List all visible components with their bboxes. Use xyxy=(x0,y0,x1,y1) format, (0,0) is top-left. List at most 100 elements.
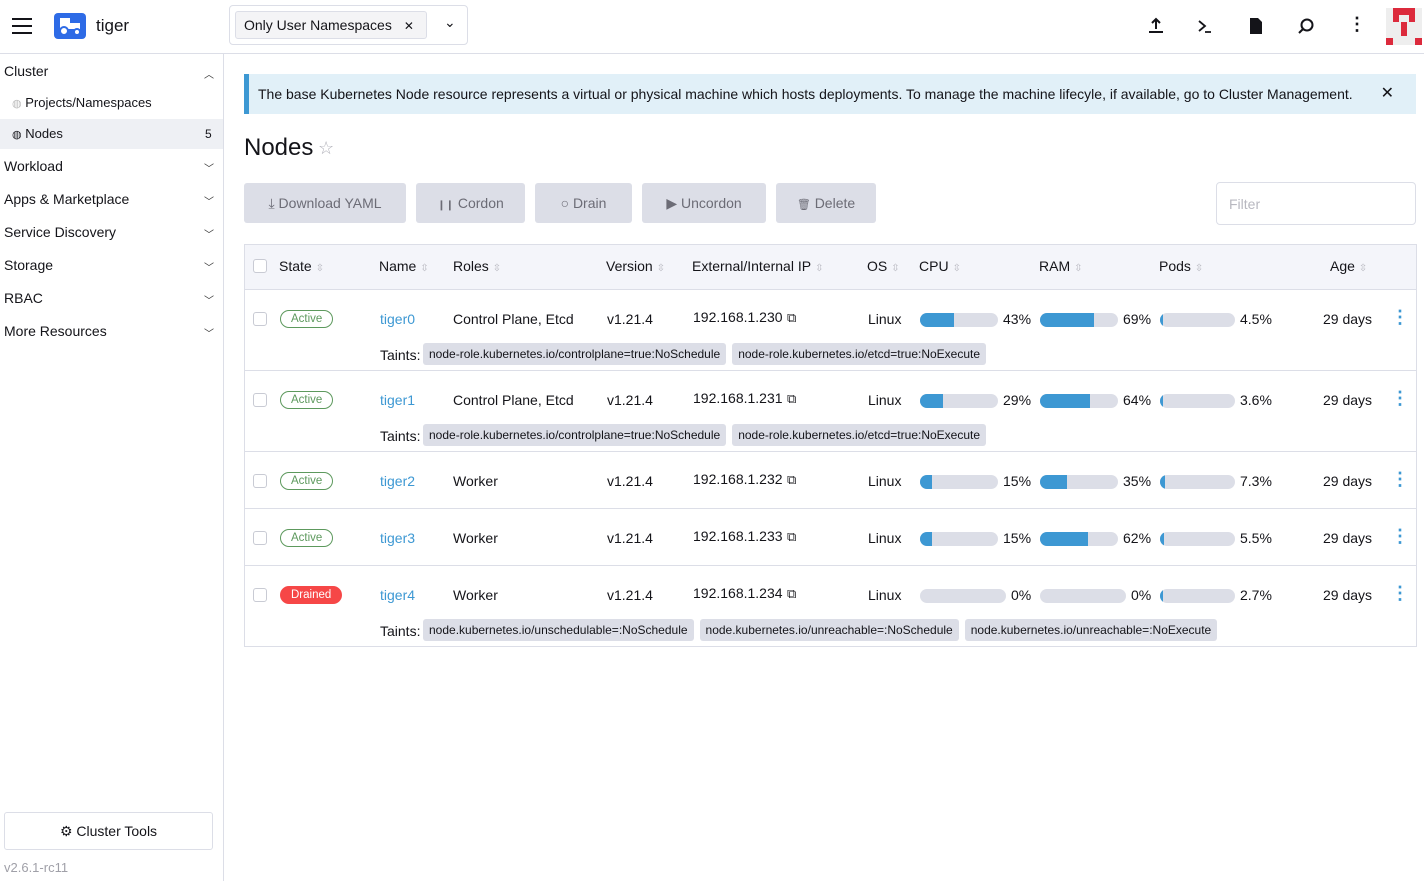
download-yaml-button[interactable]: ⤓ Download YAML xyxy=(244,183,406,223)
chevron-down-icon[interactable]: ⌄ xyxy=(444,14,456,30)
column-header-os[interactable]: OS ⇳ xyxy=(867,258,900,274)
ram-bar xyxy=(1040,313,1118,327)
column-header-age[interactable]: Age ⇳ xyxy=(1330,258,1367,274)
sort-icon: ⇳ xyxy=(891,263,900,274)
column-header-version[interactable]: Version ⇳ xyxy=(606,258,665,274)
taints-label: Taints: xyxy=(380,623,421,639)
node-age: 29 days xyxy=(1323,473,1373,489)
row-actions-icon[interactable]: ⋮ xyxy=(1391,307,1409,327)
column-label: Pods xyxy=(1159,258,1191,274)
cluster-tools-button[interactable]: ⚙ Cluster Tools xyxy=(4,812,213,850)
filter-input[interactable] xyxy=(1216,182,1416,225)
sidebar-group-more-resources[interactable]: More Resources xyxy=(4,323,107,339)
more-vertical-icon[interactable]: ⋮ xyxy=(1348,14,1366,34)
copy-icon[interactable]: ⧉ xyxy=(787,472,797,487)
cluster-name: tiger xyxy=(96,16,130,35)
node-roles: Worker xyxy=(453,587,498,603)
delete-button[interactable]: 🗑 Delete xyxy=(776,183,876,223)
sort-icon: ⇳ xyxy=(492,263,502,274)
row-actions-icon[interactable]: ⋮ xyxy=(1391,583,1409,603)
column-header-cpu[interactable]: CPU ⇳ xyxy=(919,258,961,274)
column-header-name[interactable]: Name ⇳ xyxy=(379,258,429,274)
pods-value: 7.3% xyxy=(1240,473,1272,489)
row-checkbox[interactable] xyxy=(253,474,267,488)
row-checkbox[interactable] xyxy=(253,312,267,326)
pods-bar xyxy=(1160,313,1235,327)
sidebar-group-service-discovery[interactable]: Service Discovery xyxy=(4,224,117,240)
favorite-star-icon[interactable]: ☆ xyxy=(318,138,335,158)
namespace-filter[interactable]: Only User Namespaces ✕ ⌄ xyxy=(229,5,468,45)
node-name-link[interactable]: tiger4 xyxy=(380,587,416,603)
ram-value: 64% xyxy=(1123,392,1152,408)
table-row: Active tiger0 Control Plane, Etcd v1.21.… xyxy=(245,290,1416,371)
sort-icon: ⇳ xyxy=(1358,263,1368,274)
row-checkbox[interactable] xyxy=(253,588,267,602)
node-age: 29 days xyxy=(1323,530,1373,546)
pods-value: 5.5% xyxy=(1240,530,1272,546)
cpu-value: 15% xyxy=(1003,473,1032,489)
file-icon[interactable] xyxy=(1249,17,1263,35)
sidebar-group-cluster[interactable]: Cluster xyxy=(4,63,49,79)
copy-icon[interactable]: ⧉ xyxy=(787,586,797,601)
node-version: v1.21.4 xyxy=(607,392,653,408)
cluster-logo xyxy=(54,13,86,39)
column-label: External/Internal IP xyxy=(692,258,812,274)
menu-icon[interactable] xyxy=(12,18,32,34)
copy-icon[interactable]: ⧉ xyxy=(787,310,797,325)
drain-button[interactable]: ○ Drain xyxy=(535,183,632,223)
sidebar-item-nodes[interactable]: ◍ Nodes 5 xyxy=(0,119,223,149)
chevron-down-icon[interactable]: ﹀ xyxy=(204,296,214,307)
gear-icon: ⚙ xyxy=(59,823,73,839)
chevron-down-icon[interactable]: ﹀ xyxy=(204,329,214,340)
table-row: Drained tiger4 Worker v1.21.4 192.168.1.… xyxy=(245,566,1416,647)
copy-icon[interactable]: ⧉ xyxy=(787,391,797,406)
sidebar-group-rbac[interactable]: RBAC xyxy=(4,290,43,306)
chevron-down-icon[interactable]: ﹀ xyxy=(204,263,214,274)
column-header-pods[interactable]: Pods ⇳ xyxy=(1159,258,1203,274)
select-all-checkbox[interactable] xyxy=(253,259,267,273)
cpu-bar xyxy=(920,475,998,489)
uncordon-button[interactable]: ▶ Uncordon xyxy=(642,183,766,223)
table-row: Active tiger1 Control Plane, Etcd v1.21.… xyxy=(245,371,1416,452)
chevron-down-icon[interactable]: ﹀ xyxy=(204,164,214,175)
node-name-link[interactable]: tiger2 xyxy=(380,473,416,489)
remove-chip-icon[interactable]: ✕ xyxy=(403,19,414,33)
cpu-value: 15% xyxy=(1003,530,1032,546)
upload-icon[interactable] xyxy=(1147,17,1165,35)
node-version: v1.21.4 xyxy=(607,311,653,327)
cordon-button[interactable]: ❙❙ Cordon xyxy=(416,183,525,223)
search-icon[interactable] xyxy=(1297,17,1315,35)
state-badge: Active xyxy=(280,310,334,328)
sidebar-group-workload[interactable]: Workload xyxy=(4,158,63,174)
column-header-roles[interactable]: Roles ⇳ xyxy=(453,258,501,274)
column-header-ram[interactable]: RAM ⇳ xyxy=(1039,258,1083,274)
chevron-down-icon[interactable]: ﹀ xyxy=(204,197,214,208)
node-roles: Worker xyxy=(453,473,498,489)
copy-icon[interactable]: ⧉ xyxy=(787,529,797,544)
row-checkbox[interactable] xyxy=(253,531,267,545)
row-checkbox[interactable] xyxy=(253,393,267,407)
row-actions-icon[interactable]: ⋮ xyxy=(1391,469,1409,489)
user-avatar[interactable] xyxy=(1386,8,1422,45)
circle-icon: ○ xyxy=(560,195,570,211)
taint-chip: node.kubernetes.io/unreachable=:NoSchedu… xyxy=(699,619,959,641)
sidebar-group-storage[interactable]: Storage xyxy=(4,257,54,273)
taints-label: Taints: xyxy=(380,347,421,363)
chevron-up-icon[interactable]: ︿ xyxy=(204,70,214,81)
close-icon[interactable]: ✕ xyxy=(1380,85,1394,102)
row-actions-icon[interactable]: ⋮ xyxy=(1391,388,1409,408)
node-name-link[interactable]: tiger1 xyxy=(380,392,416,408)
column-header-external-internal-ip[interactable]: External/Internal IP ⇳ xyxy=(692,258,823,274)
row-actions-icon[interactable]: ⋮ xyxy=(1391,526,1409,546)
column-header-state[interactable]: State ⇳ xyxy=(279,258,324,274)
ram-value: 35% xyxy=(1123,473,1152,489)
sidebar-group-apps[interactable]: Apps & Marketplace xyxy=(4,191,130,207)
chevron-down-icon[interactable]: ﹀ xyxy=(204,230,214,241)
node-roles: Worker xyxy=(453,530,498,546)
node-os: Linux xyxy=(868,587,902,603)
sidebar-item-projects-namespaces[interactable]: ◍ Projects/Namespaces xyxy=(0,88,223,118)
terminal-icon[interactable] xyxy=(1197,18,1213,34)
node-name-link[interactable]: tiger3 xyxy=(380,530,416,546)
column-label: OS xyxy=(867,258,888,274)
node-name-link[interactable]: tiger0 xyxy=(380,311,416,327)
